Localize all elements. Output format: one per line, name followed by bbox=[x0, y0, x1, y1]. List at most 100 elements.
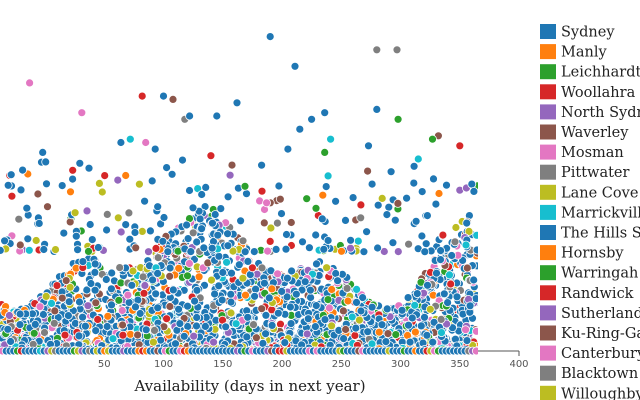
data-point bbox=[452, 292, 462, 302]
data-point bbox=[125, 329, 135, 339]
data-point bbox=[238, 236, 248, 246]
data-point bbox=[377, 320, 387, 330]
data-point bbox=[159, 91, 168, 101]
legend-item[interactable]: Randwick bbox=[540, 285, 634, 302]
data-point bbox=[323, 171, 333, 181]
data-point bbox=[431, 199, 441, 209]
legend-item[interactable]: Warringah bbox=[540, 265, 638, 282]
data-point bbox=[175, 319, 185, 329]
data-point bbox=[462, 263, 472, 273]
data-point bbox=[320, 315, 330, 325]
legend-item[interactable]: Waverley bbox=[540, 124, 629, 142]
legend-item[interactable]: Leichhardt bbox=[540, 64, 640, 81]
data-point bbox=[101, 275, 111, 284]
data-point bbox=[304, 243, 314, 253]
data-points-layer bbox=[0, 32, 478, 356]
data-point bbox=[359, 247, 369, 257]
data-point bbox=[377, 193, 387, 203]
data-point bbox=[409, 178, 419, 188]
data-point bbox=[117, 306, 127, 315]
legend-swatch bbox=[540, 64, 556, 80]
data-point bbox=[391, 330, 401, 340]
data-point bbox=[257, 263, 267, 273]
legend-item[interactable]: Ku-Ring-Gai bbox=[540, 325, 640, 343]
data-point bbox=[39, 245, 49, 254]
legend-item[interactable]: Lane Cove bbox=[540, 184, 638, 202]
legend-item[interactable]: Sydney bbox=[540, 24, 615, 41]
data-point bbox=[141, 138, 151, 147]
data-point bbox=[156, 335, 166, 345]
data-point bbox=[82, 206, 92, 216]
legend-item[interactable]: North Sydney bbox=[540, 104, 640, 121]
data-point bbox=[29, 328, 39, 338]
data-point bbox=[192, 237, 202, 247]
data-point bbox=[382, 210, 392, 220]
data-point bbox=[223, 241, 233, 251]
data-point bbox=[346, 235, 356, 245]
data-point bbox=[234, 260, 244, 270]
data-point bbox=[266, 223, 276, 233]
data-point bbox=[168, 95, 178, 104]
data-point bbox=[282, 273, 292, 283]
x-tick-label: 400 bbox=[509, 359, 528, 370]
data-point bbox=[403, 293, 413, 303]
data-point bbox=[57, 293, 67, 303]
legend-item[interactable]: Woollahra bbox=[540, 84, 636, 101]
data-point bbox=[162, 163, 172, 173]
legend-swatch bbox=[540, 385, 556, 400]
legend-item[interactable]: Canterbury bbox=[540, 345, 640, 363]
data-point bbox=[158, 236, 168, 246]
data-point bbox=[274, 181, 284, 191]
legend-label: Blacktown bbox=[561, 366, 638, 382]
legend-item[interactable]: Mosman bbox=[540, 144, 624, 162]
data-point bbox=[277, 286, 287, 296]
legend-label: Sydney bbox=[561, 25, 615, 41]
legend-item[interactable]: Marrickville bbox=[540, 204, 640, 222]
legend-swatch bbox=[540, 104, 556, 120]
data-point bbox=[190, 296, 200, 306]
data-point bbox=[462, 218, 472, 228]
data-point bbox=[393, 247, 403, 257]
data-point bbox=[247, 263, 257, 273]
data-point bbox=[386, 167, 396, 177]
x-tick-label: 200 bbox=[272, 359, 291, 370]
data-point bbox=[417, 187, 427, 197]
legend-item[interactable]: Willoughby bbox=[540, 385, 640, 400]
data-point bbox=[333, 276, 343, 286]
data-point bbox=[363, 166, 373, 176]
legend-swatch bbox=[540, 44, 556, 60]
data-point bbox=[407, 313, 417, 323]
legend-label: Leichhardt bbox=[561, 65, 640, 81]
data-point bbox=[168, 285, 178, 295]
data-point bbox=[210, 210, 220, 219]
legend-item[interactable]: The Hills Shire bbox=[540, 225, 640, 242]
legend-label: North Sydney bbox=[561, 105, 640, 121]
data-point bbox=[346, 243, 355, 253]
data-point bbox=[251, 333, 261, 343]
legend-item[interactable]: Sutherland Shire bbox=[540, 305, 640, 322]
data-point bbox=[331, 196, 341, 206]
data-point bbox=[140, 281, 150, 290]
legend-item[interactable]: Pittwater bbox=[540, 164, 630, 182]
data-point bbox=[77, 108, 87, 118]
data-point bbox=[214, 251, 224, 261]
data-point bbox=[451, 223, 461, 232]
data-point bbox=[450, 237, 460, 247]
legend-item[interactable]: Blacktown bbox=[540, 365, 638, 383]
data-point bbox=[102, 209, 112, 219]
legend-swatch bbox=[540, 24, 556, 39]
data-point bbox=[34, 218, 44, 228]
data-point bbox=[137, 91, 147, 101]
legend-item[interactable]: Hornsby bbox=[540, 245, 624, 262]
legend-swatch bbox=[540, 345, 556, 361]
legend-item[interactable]: Manly bbox=[540, 44, 607, 61]
data-point bbox=[221, 322, 231, 332]
data-point bbox=[192, 313, 202, 322]
data-point bbox=[420, 312, 429, 322]
data-point bbox=[437, 328, 446, 338]
data-point bbox=[212, 111, 222, 121]
data-point bbox=[3, 180, 13, 190]
data-point bbox=[356, 306, 366, 316]
data-point bbox=[57, 181, 67, 191]
data-point bbox=[95, 178, 104, 188]
